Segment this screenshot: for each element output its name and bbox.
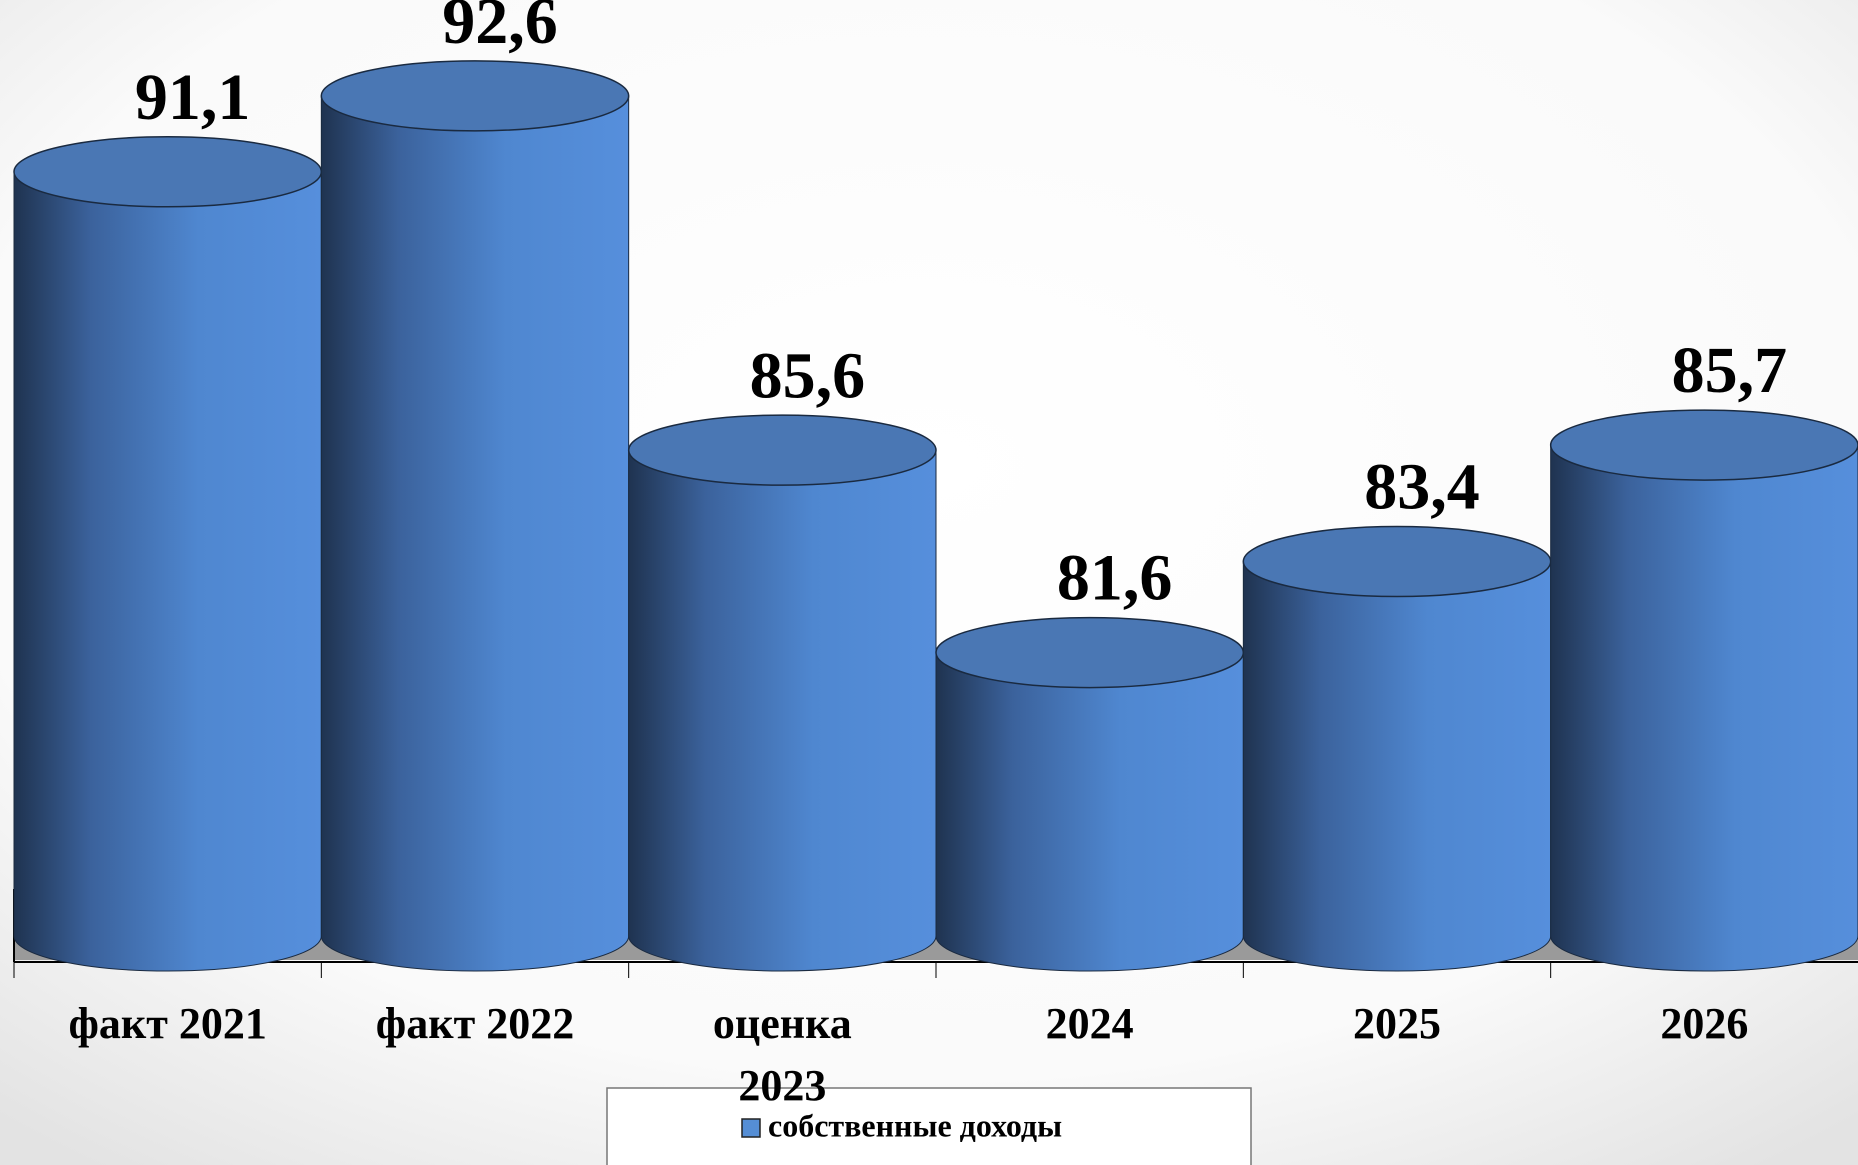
value-label: 81,6 xyxy=(1057,542,1173,615)
value-label: 85,7 xyxy=(1672,334,1788,407)
cylinder-top xyxy=(1242,525,1552,598)
value-label: 85,6 xyxy=(750,339,866,412)
cylinder-body xyxy=(320,95,630,972)
cylinder-top xyxy=(935,616,1245,689)
value-label: 92,6 xyxy=(442,0,558,58)
cylinder-body xyxy=(628,449,937,972)
cylinder-body xyxy=(13,171,322,972)
x-tick-label: 2025 xyxy=(1353,999,1441,1048)
legend-box xyxy=(606,1087,1252,1165)
plot: факт 2021 факт 2022 оценка 2023 2024 2025 2026… xyxy=(13,0,1858,1110)
cylinder-body xyxy=(935,652,1244,972)
value-label: 91,1 xyxy=(135,61,251,134)
x-tick-label: оценка 2023 xyxy=(713,999,852,1110)
cylinder-body xyxy=(1550,444,1858,972)
legend-label: собственные доходы xyxy=(768,1107,1062,1143)
value-label: 83,4 xyxy=(1364,451,1480,524)
x-tick-label: 2026 xyxy=(1660,999,1748,1048)
x-tick-label: 2024 xyxy=(1046,999,1134,1048)
x-tick-label: факт 2022 xyxy=(376,999,574,1048)
x-tick-label: факт 2021 xyxy=(68,999,266,1048)
cylinder-body xyxy=(1242,560,1552,972)
cylinder-top xyxy=(13,136,323,208)
cylinder-top xyxy=(627,414,937,486)
legend-swatch xyxy=(741,1118,761,1138)
cylinder-top xyxy=(320,60,630,132)
cylinder-top xyxy=(1549,409,1858,481)
